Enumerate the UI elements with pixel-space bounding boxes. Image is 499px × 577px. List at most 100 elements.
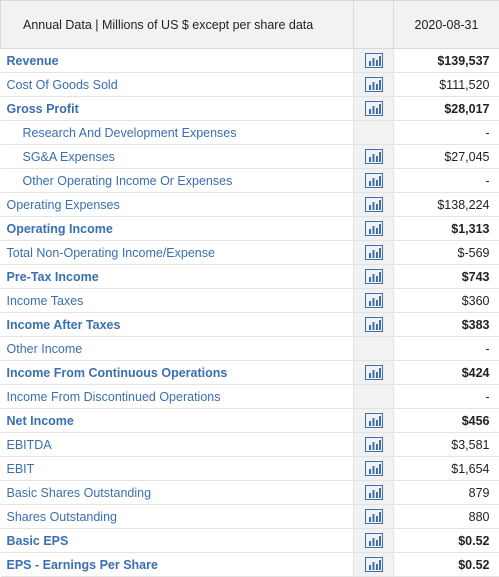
chart-cell <box>353 336 394 361</box>
row-label-link[interactable]: Basic EPS <box>0 528 354 553</box>
table-row: SG&A Expenses $27,045 <box>0 144 499 169</box>
chart-cell <box>353 456 394 481</box>
row-label-link[interactable]: Gross Profit <box>0 96 354 121</box>
row-value: $743 <box>393 264 499 289</box>
bar-chart-icon[interactable] <box>364 245 383 261</box>
bar-chart-icon[interactable] <box>364 149 383 165</box>
table-row: EBIT $1,654 <box>0 456 499 481</box>
chart-cell <box>353 216 394 241</box>
row-value: $28,017 <box>393 96 499 121</box>
chart-cell <box>353 96 394 121</box>
bar-chart-icon[interactable] <box>364 557 383 573</box>
row-label-link[interactable]: Pre-Tax Income <box>0 264 354 289</box>
table-row: Income After Taxes $383 <box>0 312 499 337</box>
row-label-link[interactable]: Other Income <box>0 336 354 361</box>
row-value: $1,654 <box>393 456 499 481</box>
table-row: Operating Expenses $138,224 <box>0 192 499 217</box>
table-row: Research And Development Expenses - <box>0 120 499 145</box>
chart-cell <box>353 72 394 97</box>
row-label-link[interactable]: Operating Income <box>0 216 354 241</box>
bar-chart-icon[interactable] <box>364 437 383 453</box>
chart-cell <box>353 408 394 433</box>
bar-chart-icon[interactable] <box>364 173 383 189</box>
row-label-link[interactable]: SG&A Expenses <box>0 144 354 169</box>
chart-cell <box>353 168 394 193</box>
bar-chart-icon[interactable] <box>364 485 383 501</box>
table-row: Net Income $456 <box>0 408 499 433</box>
row-label-link[interactable]: Income From Continuous Operations <box>0 360 354 385</box>
chart-cell <box>353 240 394 265</box>
chart-cell <box>353 144 394 169</box>
bar-chart-icon[interactable] <box>364 53 383 69</box>
row-value: $139,537 <box>393 48 499 73</box>
chart-cell <box>353 288 394 313</box>
header-row: Annual Data | Millions of US $ except pe… <box>0 0 499 49</box>
row-value: $0.52 <box>393 552 499 577</box>
row-label-link[interactable]: EPS - Earnings Per Share <box>0 552 354 577</box>
row-label-link[interactable]: Net Income <box>0 408 354 433</box>
chart-cell <box>353 528 394 553</box>
bar-chart-icon[interactable] <box>364 197 383 213</box>
row-value: - <box>393 384 499 409</box>
row-label-link[interactable]: Income After Taxes <box>0 312 354 337</box>
row-label-link[interactable]: Cost Of Goods Sold <box>0 72 354 97</box>
row-value: $383 <box>393 312 499 337</box>
row-value: $0.52 <box>393 528 499 553</box>
row-label-link[interactable]: Income From Discontinued Operations <box>0 384 354 409</box>
header-label: Annual Data | Millions of US $ except pe… <box>0 0 354 49</box>
row-label-link[interactable]: Research And Development Expenses <box>0 120 354 145</box>
chart-cell <box>353 360 394 385</box>
header-chart-column <box>353 0 394 49</box>
bar-chart-icon[interactable] <box>364 293 383 309</box>
table-row: Other Income - <box>0 336 499 361</box>
table-row: Cost Of Goods Sold $111,520 <box>0 72 499 97</box>
bar-chart-icon[interactable] <box>364 221 383 237</box>
row-value: $424 <box>393 360 499 385</box>
row-label-link[interactable]: EBITDA <box>0 432 354 457</box>
table-row: Basic EPS $0.52 <box>0 528 499 553</box>
row-value: - <box>393 120 499 145</box>
row-label-link[interactable]: Income Taxes <box>0 288 354 313</box>
chart-cell <box>353 48 394 73</box>
table-row: Income From Discontinued Operations - <box>0 384 499 409</box>
row-value: - <box>393 168 499 193</box>
header-period: 2020-08-31 <box>393 0 499 49</box>
bar-chart-icon[interactable] <box>364 317 383 333</box>
chart-cell <box>353 432 394 457</box>
table-row: Pre-Tax Income $743 <box>0 264 499 289</box>
row-value: $1,313 <box>393 216 499 241</box>
row-label-link[interactable]: Shares Outstanding <box>0 504 354 529</box>
bar-chart-icon[interactable] <box>364 413 383 429</box>
row-label-link[interactable]: Operating Expenses <box>0 192 354 217</box>
row-value: 880 <box>393 504 499 529</box>
row-label-link[interactable]: Revenue <box>0 48 354 73</box>
row-value: $27,045 <box>393 144 499 169</box>
row-value: $3,581 <box>393 432 499 457</box>
row-value: $111,520 <box>393 72 499 97</box>
bar-chart-icon[interactable] <box>364 77 383 93</box>
chart-cell <box>353 384 394 409</box>
row-label-link[interactable]: Other Operating Income Or Expenses <box>0 168 354 193</box>
chart-cell <box>353 552 394 577</box>
row-value: $456 <box>393 408 499 433</box>
table-row: Income Taxes $360 <box>0 288 499 313</box>
bar-chart-icon[interactable] <box>364 461 383 477</box>
bar-chart-icon[interactable] <box>364 509 383 525</box>
table-row: EPS - Earnings Per Share $0.52 <box>0 552 499 577</box>
row-label-link[interactable]: Total Non-Operating Income/Expense <box>0 240 354 265</box>
table-row: Revenue $139,537 <box>0 48 499 73</box>
row-label-link[interactable]: Basic Shares Outstanding <box>0 480 354 505</box>
chart-cell <box>353 480 394 505</box>
table-row: Shares Outstanding 880 <box>0 504 499 529</box>
row-value: 879 <box>393 480 499 505</box>
chart-cell <box>353 120 394 145</box>
table-row: Basic Shares Outstanding 879 <box>0 480 499 505</box>
row-value: - <box>393 336 499 361</box>
row-label-link[interactable]: EBIT <box>0 456 354 481</box>
bar-chart-icon[interactable] <box>364 269 383 285</box>
bar-chart-icon[interactable] <box>364 533 383 549</box>
bar-chart-icon[interactable] <box>364 101 383 117</box>
bar-chart-icon[interactable] <box>364 365 383 381</box>
row-value: $-569 <box>393 240 499 265</box>
